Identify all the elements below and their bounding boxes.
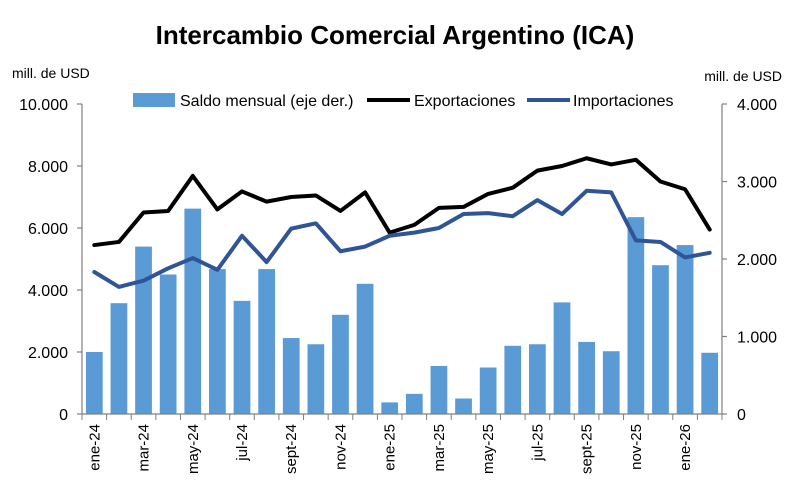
bar-saldo-may-25 [479,367,497,414]
bar-saldo-jun-24 [209,269,226,414]
bar-saldo-dic-24 [356,283,374,414]
bar-saldo-jul-24 [233,300,251,414]
left-tick-label: 0 [59,407,68,424]
bar-saldo-feb-26 [701,352,719,414]
left-tick-label: 4.000 [28,283,68,300]
left-tick-label: 2.000 [28,345,68,362]
line-series-group [92,156,712,289]
legend-label-importaciones: Importaciones [573,93,674,110]
legend: Saldo mensual (eje der.) Exportaciones I… [133,93,674,110]
bar-saldo-jul-25 [529,344,546,414]
x-tick-label: jul-25 [529,424,546,462]
bar-saldo-mar-24 [135,246,152,414]
right-tick-label: 4.000 [737,97,777,114]
left-axis-ticks: 0 2.000 4.000 6.000 8.000 10.000 [19,97,82,424]
left-tick-label: 10.000 [19,97,68,114]
bar-saldo-oct-25 [602,351,620,414]
right-tick-label: 3.000 [737,175,777,192]
bar-saldo-feb-25 [405,393,423,414]
right-tick-label: 1.000 [737,330,777,347]
x-tick-label: jul-24 [234,424,251,462]
legend-swatch-saldo [133,93,175,107]
bar-saldo-may-24 [184,208,202,415]
x-tick-label: ene-24 [86,424,103,471]
x-tick-label: sept-25 [579,424,596,474]
right-tick-label: 0 [737,407,746,424]
bar-saldo-nov-24 [332,314,349,414]
line-importaciones [92,188,712,289]
right-axis-ticks: 0 1.000 2.000 3.000 4.000 [722,97,777,424]
bar-saldo-mar-25 [430,365,448,414]
left-tick-label: 8.000 [28,159,68,176]
right-axis-unit-label: mill. de USD [704,68,782,84]
bar-saldo-oct-24 [307,344,325,414]
x-tick-label: may-25 [480,424,497,474]
bar-saldo-ago-24 [258,269,275,414]
legend-label-exportaciones: Exportaciones [414,93,515,110]
bar-saldo-nov-25 [627,217,645,414]
x-tick-label: nov-24 [332,424,349,470]
x-tick-label: may-24 [185,424,202,474]
bar-saldo-jun-25 [504,345,522,414]
bar-saldo-abr-25 [455,398,472,414]
bar-saldo-ene-25 [381,402,399,415]
x-tick-label: ene-26 [677,424,694,471]
bar-saldo-sept-24 [282,338,300,414]
left-tick-label: 6.000 [28,221,68,238]
x-tick-label: ene-25 [382,424,399,471]
bar-saldo-sept-25 [578,341,595,414]
x-tick-label: mar-25 [431,424,448,472]
bar-saldo-ago-25 [553,302,571,414]
left-axis-unit-label: mill. de USD [12,65,90,81]
x-tick-label: nov-25 [628,424,645,470]
legend-label-saldo: Saldo mensual (eje der.) [180,93,353,110]
line-exportaciones [92,156,712,248]
bar-saldo-abr-24 [159,274,177,414]
chart-title: Intercambio Comercial Argentino (ICA) [156,20,635,50]
x-tick-label: mar-24 [136,424,153,472]
x-tick-label: sept-24 [283,424,300,474]
bar-series-group [85,208,719,415]
bar-saldo-feb-24 [110,303,128,414]
bar-saldo-ene-24 [85,352,103,414]
x-axis-ticks: ene-24 mar-24 may-24 jul-24 sept-24 nov-24 ene… [81,414,723,474]
bar-saldo-ene-26 [676,245,694,414]
bar-saldo-dic-25 [652,265,669,414]
right-tick-label: 2.000 [737,252,777,269]
